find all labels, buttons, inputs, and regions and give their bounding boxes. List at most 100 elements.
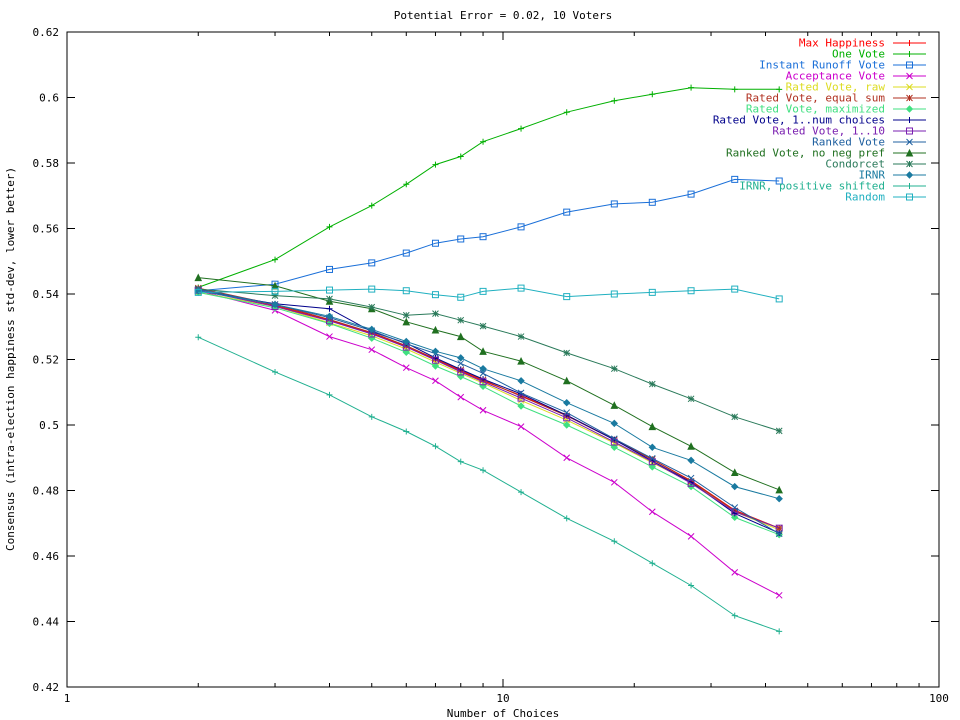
data-point bbox=[368, 413, 375, 420]
legend-label: Instant Runoff Vote bbox=[759, 59, 885, 72]
data-point bbox=[432, 377, 439, 385]
data-point bbox=[432, 161, 439, 168]
data-point bbox=[649, 560, 656, 567]
legend-label: IRNR bbox=[859, 169, 886, 182]
y-tick-label: 0.58 bbox=[33, 157, 60, 170]
data-point bbox=[731, 285, 739, 293]
data-point bbox=[731, 175, 739, 183]
legend-label: IRNR, positive shifted bbox=[739, 180, 885, 193]
data-point bbox=[479, 406, 487, 414]
data-point bbox=[403, 181, 410, 188]
data-point bbox=[402, 317, 411, 326]
data-point bbox=[562, 376, 571, 385]
legend-entry: Rated Vote, maximized bbox=[746, 103, 926, 116]
data-point bbox=[272, 368, 279, 375]
data-point bbox=[457, 360, 465, 367]
data-point bbox=[271, 300, 279, 309]
data-point bbox=[456, 332, 465, 341]
data-point bbox=[326, 305, 333, 312]
data-point bbox=[610, 443, 619, 451]
legend-entry: One Vote bbox=[832, 48, 926, 61]
data-point bbox=[731, 508, 739, 516]
data-point bbox=[775, 427, 783, 435]
y-tick-label: 0.62 bbox=[33, 26, 60, 39]
series-line bbox=[198, 290, 780, 500]
legend-marker bbox=[906, 72, 913, 80]
x-axis-label: Number of Choices bbox=[447, 707, 560, 720]
data-point bbox=[368, 325, 376, 334]
y-tick-label: 0.54 bbox=[33, 288, 60, 301]
data-point bbox=[402, 348, 410, 357]
data-point bbox=[610, 200, 618, 208]
legend-marker bbox=[906, 83, 913, 91]
data-point bbox=[687, 395, 695, 403]
data-point bbox=[325, 312, 334, 320]
data-point bbox=[648, 455, 656, 462]
data-point bbox=[431, 239, 439, 247]
legend-marker bbox=[906, 183, 913, 189]
data-point bbox=[402, 249, 410, 257]
data-point bbox=[457, 368, 465, 376]
data-point bbox=[775, 295, 783, 303]
x-tick-label: 10 bbox=[496, 692, 509, 705]
data-point bbox=[563, 515, 570, 522]
data-point bbox=[649, 91, 656, 98]
data-point bbox=[517, 223, 525, 231]
data-point bbox=[325, 286, 333, 294]
data-point bbox=[731, 612, 738, 619]
legend-label: Acceptance Vote bbox=[786, 70, 885, 83]
data-point bbox=[610, 401, 619, 409]
legend-entry: IRNR bbox=[859, 169, 926, 182]
data-point bbox=[517, 389, 525, 397]
legend-marker bbox=[906, 138, 913, 146]
legend-entry: Condorcet bbox=[825, 158, 926, 171]
data-point bbox=[368, 259, 376, 267]
data-point bbox=[648, 443, 657, 451]
data-point bbox=[272, 256, 279, 263]
data-point bbox=[479, 369, 487, 377]
legend-label: Ranked Vote, no neg pref bbox=[726, 147, 885, 160]
legend-entry: Ranked Vote bbox=[812, 136, 926, 149]
data-point bbox=[731, 413, 739, 421]
legend-marker bbox=[905, 171, 914, 179]
y-axis-label: Consensus (intra-election happiness std-… bbox=[4, 167, 17, 551]
data-point bbox=[563, 208, 571, 216]
legend-marker bbox=[905, 105, 914, 113]
y-tick-label: 0.44 bbox=[33, 616, 60, 629]
data-point bbox=[194, 273, 203, 282]
data-point bbox=[563, 454, 571, 462]
legend-marker bbox=[906, 160, 913, 168]
series-irnr-positive-shifted bbox=[195, 334, 783, 635]
data-point bbox=[479, 347, 487, 355]
data-point bbox=[687, 442, 695, 450]
series-line bbox=[198, 290, 780, 596]
legend-entry: Ranked Vote, no neg pref bbox=[726, 147, 926, 160]
data-point bbox=[611, 538, 618, 545]
data-point bbox=[610, 435, 618, 443]
legend-entry: Max Happiness bbox=[799, 37, 926, 50]
data-point bbox=[195, 334, 202, 341]
series-rated-vote-equal-sum bbox=[194, 284, 783, 532]
data-point bbox=[688, 84, 695, 91]
data-point bbox=[431, 291, 439, 299]
series-line bbox=[198, 288, 780, 535]
data-point bbox=[730, 468, 739, 476]
data-point bbox=[402, 364, 410, 372]
data-point bbox=[610, 478, 618, 486]
legend-marker bbox=[906, 94, 913, 102]
series-acceptance-vote bbox=[194, 287, 783, 599]
data-point bbox=[402, 287, 410, 295]
legend-entry: IRNR, positive shifted bbox=[739, 180, 926, 193]
data-point bbox=[611, 97, 618, 104]
data-point bbox=[775, 177, 783, 185]
data-point bbox=[457, 293, 465, 301]
data-point bbox=[563, 109, 570, 116]
series-rated-vote-1-10 bbox=[194, 286, 783, 532]
data-point bbox=[776, 86, 783, 93]
data-point bbox=[402, 337, 410, 346]
legend-label: Rated Vote, 1..10 bbox=[772, 125, 885, 138]
legend-entry: Acceptance Vote bbox=[786, 70, 926, 83]
series-layer bbox=[194, 84, 784, 635]
data-point bbox=[457, 235, 465, 243]
